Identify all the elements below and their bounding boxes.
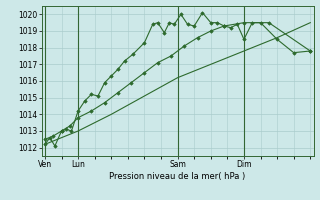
X-axis label: Pression niveau de la mer( hPa ): Pression niveau de la mer( hPa ) [109,172,246,181]
